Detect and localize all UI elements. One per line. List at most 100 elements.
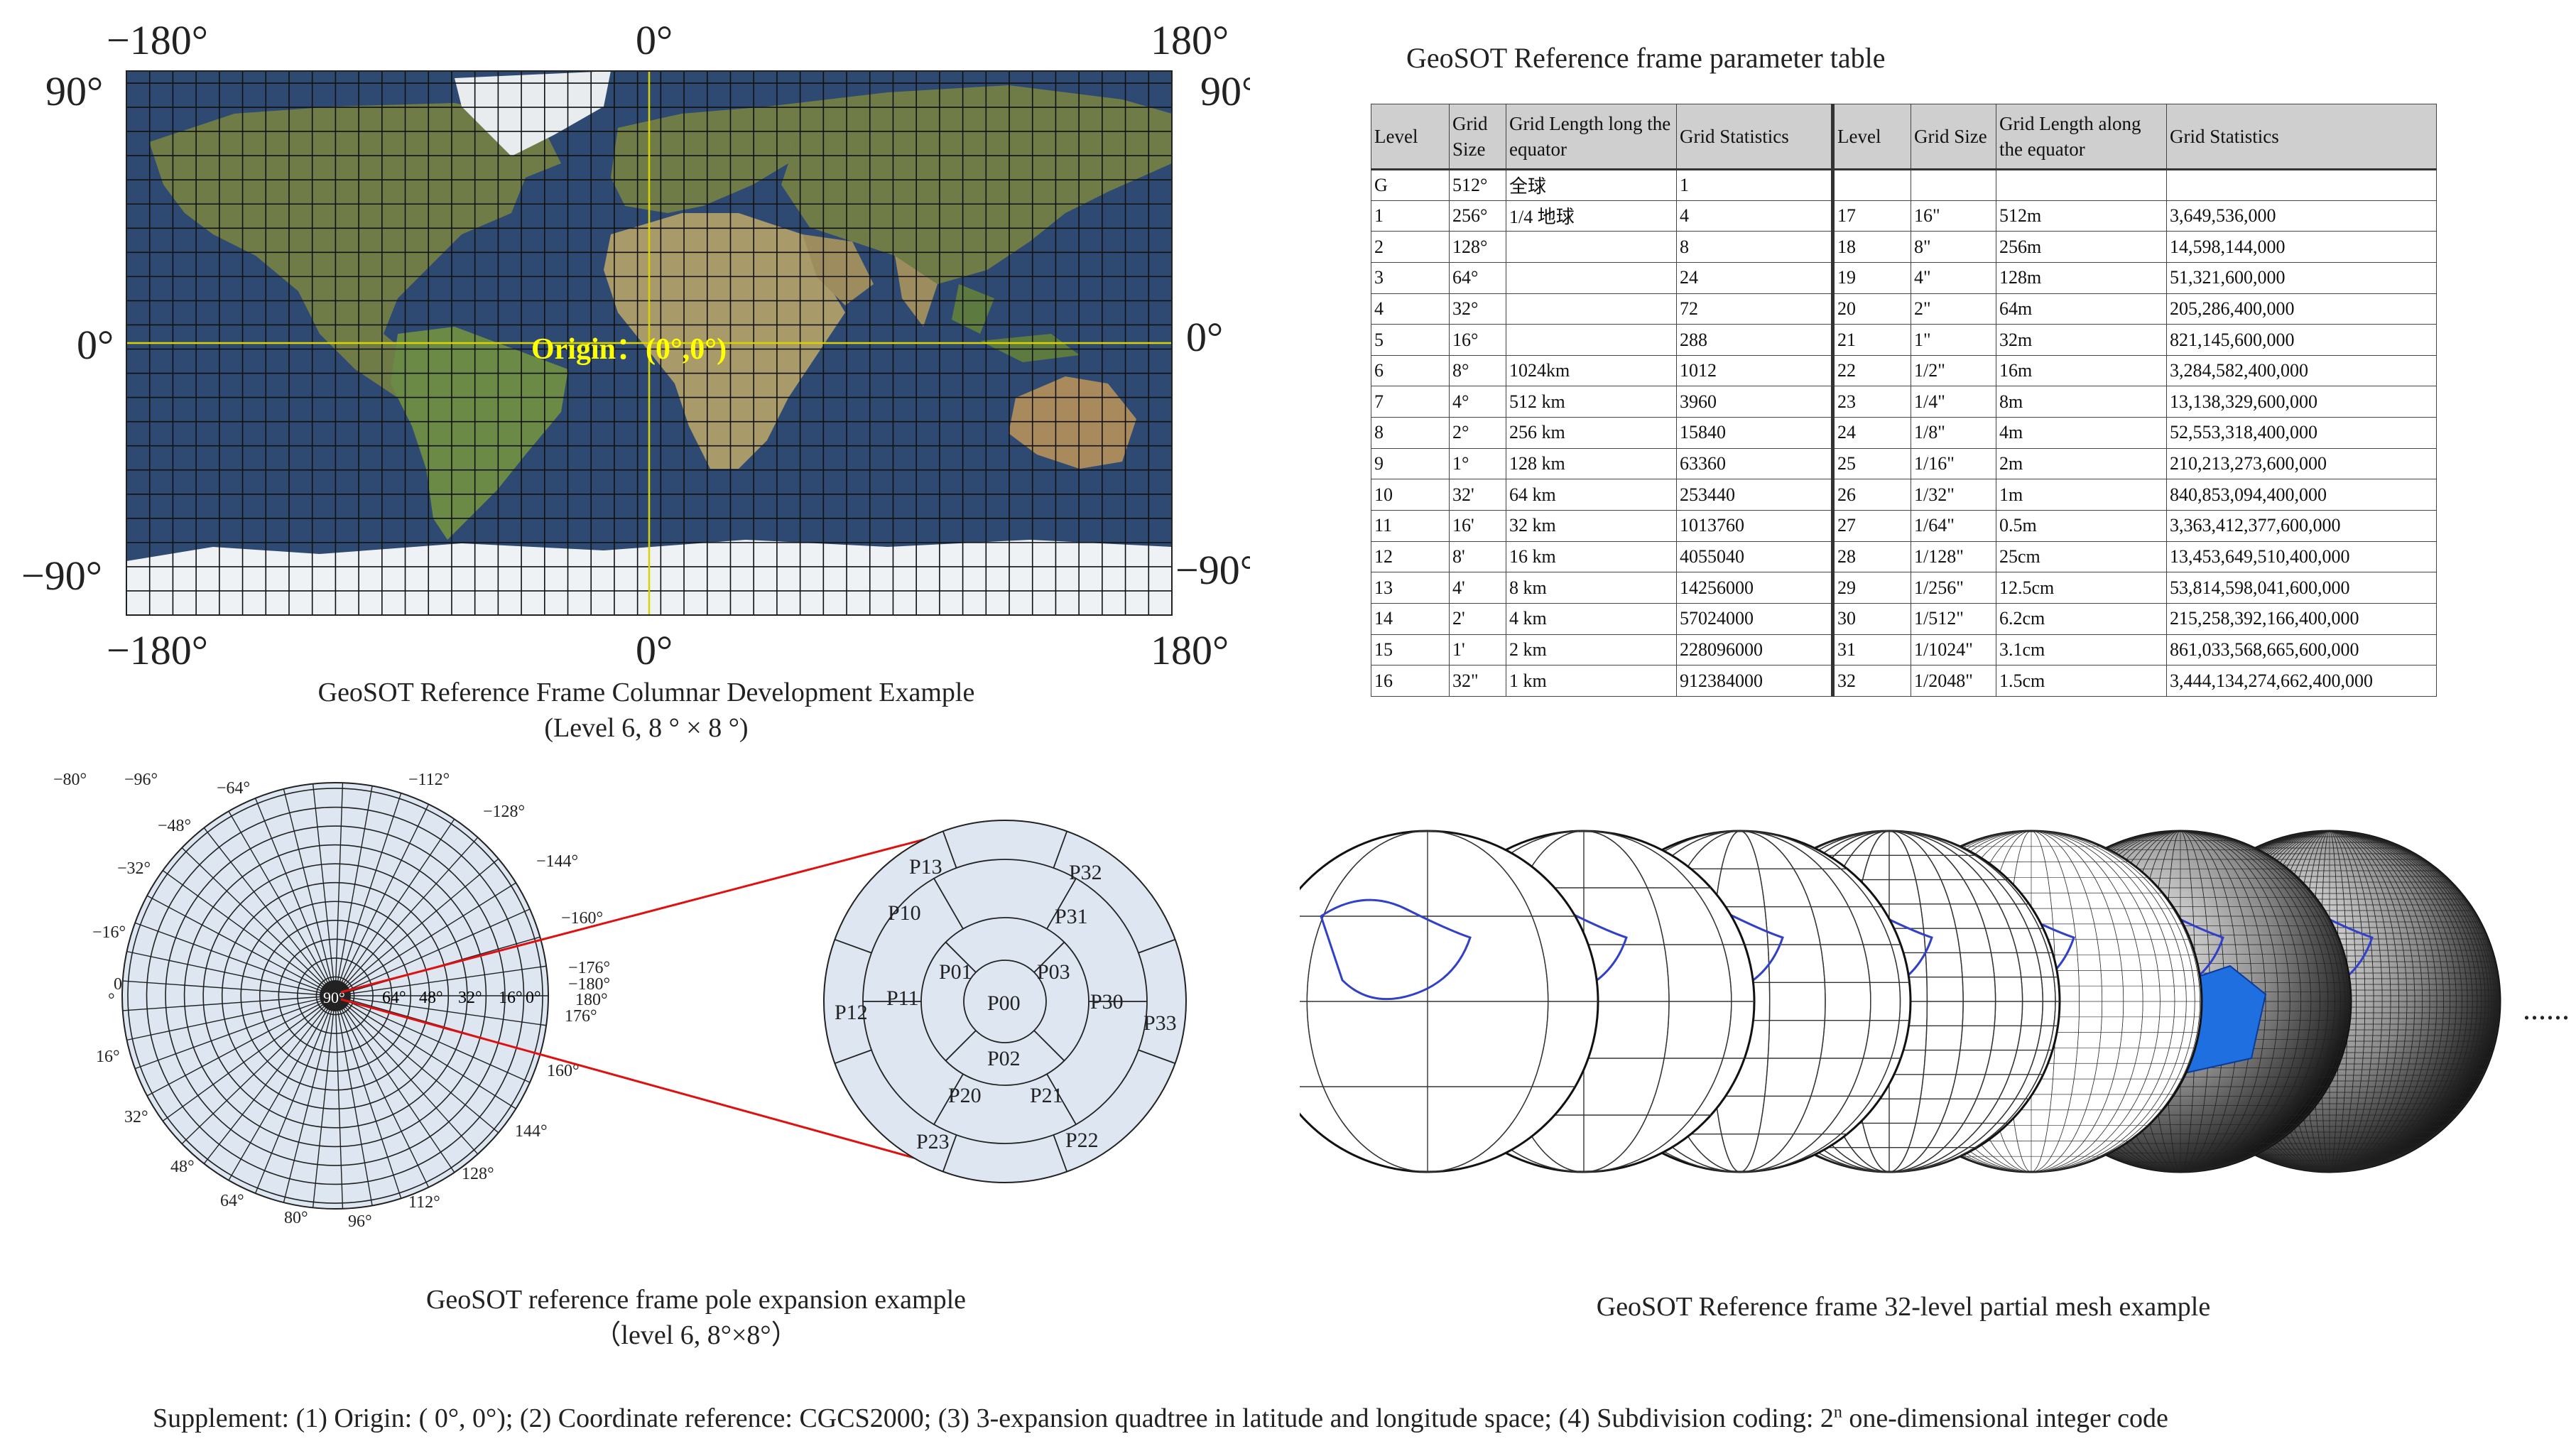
outer-label-minus48: −48° [158, 817, 191, 835]
table-cell: 215,258,392,166,400,000 [2166, 602, 2437, 635]
lat-label-left-north: 90° [45, 68, 103, 114]
ring-label-32: 32° [458, 989, 482, 1007]
header-grid-size-left: Grid Size [1449, 104, 1506, 170]
table-cell: 1012 [1676, 354, 1833, 387]
table-cell [1506, 261, 1677, 294]
table-cell: 26 [1831, 479, 1911, 511]
table-cell: 3,363,412,377,600,000 [2166, 510, 2437, 542]
lat-label-left-equator: 0° [77, 322, 114, 368]
table-cell: 12.5cm [1996, 572, 2167, 604]
table-cell: 64m [1996, 293, 2167, 325]
table-cell: 1/128" [1911, 540, 1996, 573]
land-greenland [455, 71, 611, 156]
lat-label-right-north: 90° [1200, 68, 1250, 114]
outer-label-minus112: −112° [408, 771, 450, 789]
lat-label-right-equator: 0° [1186, 314, 1223, 360]
table-cell: 256 km [1506, 417, 1677, 449]
table-cell: 29 [1831, 572, 1911, 604]
polar-expansion-diagram: 90° 64° 48° 32° 16° 0° −80° −96° −64° −1… [53, 771, 1187, 1231]
table-cell: 16° [1449, 324, 1506, 356]
map-caption: GeoSOT Reference Frame Columnar Developm… [178, 675, 1115, 746]
table-cell: 912384000 [1676, 665, 1833, 697]
table-cell [1506, 231, 1677, 263]
table-cell: 14256000 [1676, 572, 1833, 604]
table-cell: 1' [1449, 634, 1506, 666]
globes-caption: GeoSOT Reference frame 32-level partial … [1596, 1292, 2211, 1322]
table-cell: 3,284,582,400,000 [2166, 354, 2437, 387]
table-cell: G [1371, 169, 1450, 201]
table-cell: 128° [1449, 231, 1506, 263]
table-cell: 32 km [1506, 510, 1677, 542]
table-title: GeoSOT Reference frame parameter table [1406, 42, 1886, 74]
table-cell: 4 km [1506, 602, 1677, 635]
header-grid-statistics-left: Grid Statistics [1676, 104, 1833, 170]
outer-label-minus64: −64° [217, 779, 250, 798]
table-cell: 3 [1371, 261, 1450, 294]
table-row: 14 2' 4 km 57024000 30 1/512" 6.2cm 215,258,392… [1371, 602, 2437, 635]
table-cell: 19 [1831, 261, 1911, 294]
table-cell: 128 km [1506, 447, 1677, 480]
parameter-table: Level Grid Size Grid Length long the equ… [1371, 104, 2437, 697]
table-cell: 24 [1831, 417, 1911, 449]
table-cell: 0.5m [1996, 510, 2167, 542]
cell-P13: P13 [909, 855, 942, 879]
table-row: 13 4' 8 km 14256000 29 1/256" 12.5cm 53,814,598… [1371, 572, 2437, 604]
table-cell: 15840 [1676, 417, 1833, 449]
table-cell: 51,321,600,000 [2166, 261, 2437, 294]
table-cell: 6.2cm [1996, 602, 2167, 635]
cell-P10: P10 [888, 901, 921, 925]
globes-ellipsis: ...... [2523, 992, 2570, 1026]
table-cell: 64° [1449, 261, 1506, 294]
table-cell: 32' [1449, 479, 1506, 511]
mesh-globe [1300, 830, 1599, 1173]
outer-label-160: 160° [547, 1062, 580, 1080]
table-row: 9 1° 128 km 63360 25 1/16" 2m 210,213,273,600,0… [1371, 447, 2437, 480]
table-cell: 8° [1449, 354, 1506, 387]
cell-P30: P30 [1090, 990, 1124, 1014]
header-level-right: Level [1831, 104, 1911, 170]
polar-caption-line2: （level 6, 8°×8°） [594, 1320, 798, 1350]
table-cell: 228096000 [1676, 634, 1833, 666]
table-cell: 6 [1371, 354, 1450, 387]
polar-outer-labels: −80° −96° −64° −112° −48° −128° −32° −14… [53, 771, 610, 1231]
world-grid-map: Origin：(0°,0°) −180° 0° 180° −180° 0° 18… [21, 17, 1250, 673]
table-cell: 18 [1831, 231, 1911, 263]
table-cell: 全球 [1506, 169, 1677, 201]
table-cell: 4' [1449, 572, 1506, 604]
table-cell: 1" [1911, 324, 1996, 356]
partial-mesh-globes: ...... [1300, 830, 2570, 1173]
table-cell: 1 km [1506, 665, 1677, 697]
table-cell: 23 [1831, 386, 1911, 418]
table-cell: 9 [1371, 447, 1450, 480]
table-cell: 8' [1449, 540, 1506, 573]
callout-line-top [340, 822, 984, 994]
lon-label-top-right: 180° [1151, 17, 1229, 63]
pole-cell-expansion [823, 820, 1187, 1183]
ring-label-16: 16° [499, 989, 523, 1007]
table-cell: 3.1cm [1996, 634, 2167, 666]
table-cell: 1/4" [1911, 386, 1996, 418]
table-cell: 1.5cm [1996, 665, 2167, 697]
cell-P32: P32 [1069, 861, 1102, 884]
table-cell: 1 [1371, 200, 1450, 232]
table-cell: 1/64" [1911, 510, 1996, 542]
table-cell: 13,453,649,510,400,000 [2166, 540, 2437, 573]
table-cell: 1 [1676, 169, 1833, 201]
origin-label: Origin：(0°,0°) [531, 333, 727, 366]
table-cell: 2 km [1506, 634, 1677, 666]
outer-label-176: 176° [565, 1007, 597, 1026]
table-cell: 11 [1371, 510, 1450, 542]
polar-caption-line1: GeoSOT reference frame pole expansion ex… [425, 1285, 967, 1315]
outer-label-minus180: −180° [568, 975, 610, 994]
table-cell: 128m [1996, 261, 2167, 294]
table-cell: 16m [1996, 354, 2167, 387]
table-cell: 21 [1831, 324, 1911, 356]
table-cell: 1/512" [1911, 602, 1996, 635]
cell-P31: P31 [1055, 905, 1088, 928]
table-cell: 16" [1911, 200, 1996, 232]
outer-label-128: 128° [462, 1165, 494, 1183]
table-cell: 14 [1371, 602, 1450, 635]
polar-spokes [122, 783, 548, 1209]
header-level-left: Level [1371, 104, 1450, 170]
table-cell: 2 [1371, 231, 1450, 263]
